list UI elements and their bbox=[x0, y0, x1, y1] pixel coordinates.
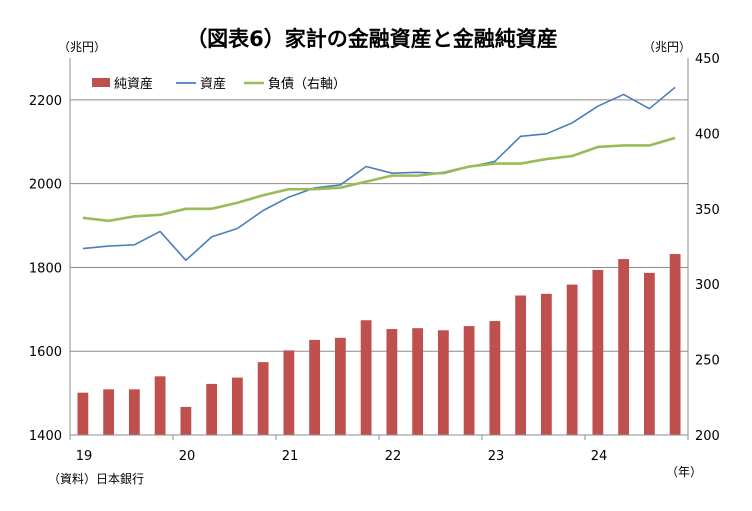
x-tick-label: 22 bbox=[385, 449, 402, 464]
line-assets bbox=[82, 86, 676, 262]
x-axis-unit: （年） bbox=[666, 465, 702, 479]
bar-net-assets bbox=[618, 259, 630, 435]
bar-net-assets bbox=[103, 389, 115, 435]
legend-swatch-net-assets bbox=[92, 78, 110, 87]
x-tick-label: 19 bbox=[76, 449, 93, 464]
line-liabilities bbox=[82, 136, 676, 223]
x-tick-label: 21 bbox=[282, 449, 299, 464]
x-tick-label: 23 bbox=[488, 449, 505, 464]
left-tick-label: 2200 bbox=[29, 94, 62, 109]
bar-net-assets bbox=[412, 328, 424, 435]
right-axis-unit: （兆円） bbox=[643, 40, 691, 54]
bar-net-assets bbox=[540, 293, 552, 435]
x-tick-label: 24 bbox=[591, 449, 608, 464]
left-axis-unit: （兆円） bbox=[58, 40, 106, 54]
bar-net-assets bbox=[206, 383, 218, 435]
bar-net-assets bbox=[463, 326, 475, 435]
x-tick-label: 20 bbox=[179, 449, 196, 464]
legend: 純資産 資産 負債（右軸） bbox=[92, 76, 346, 92]
bar-net-assets bbox=[386, 329, 398, 435]
right-tick-label: 350 bbox=[695, 203, 720, 218]
right-tick-label: 450 bbox=[695, 52, 720, 67]
bar-net-assets bbox=[360, 320, 372, 435]
bar-net-assets bbox=[180, 406, 192, 435]
left-tick-label: 1400 bbox=[29, 429, 62, 444]
chart-title: （図表6）家計の金融資産と金融純資産 bbox=[186, 27, 558, 51]
left-tick-label: 1800 bbox=[29, 261, 62, 276]
bar-net-assets bbox=[489, 321, 501, 435]
right-tick-label: 250 bbox=[695, 354, 720, 369]
bar-net-assets bbox=[566, 284, 578, 435]
right-tick-label: 200 bbox=[695, 429, 720, 444]
bar-net-assets bbox=[309, 339, 321, 435]
left-tick-label: 2000 bbox=[29, 178, 62, 193]
bar-net-assets bbox=[669, 254, 681, 435]
right-tick-label: 400 bbox=[695, 127, 720, 142]
bar-net-assets bbox=[592, 269, 604, 435]
source-note: （資料）日本銀行 bbox=[48, 472, 144, 486]
legend-label-assets: 資産 bbox=[200, 76, 226, 92]
bar-net-assets bbox=[515, 295, 527, 435]
right-tick-label: 300 bbox=[695, 278, 720, 293]
bar-net-assets bbox=[231, 377, 243, 435]
bar-net-assets bbox=[257, 362, 269, 435]
bar-net-assets bbox=[128, 389, 140, 435]
bar-net-assets bbox=[643, 272, 655, 435]
left-tick-label: 1600 bbox=[29, 345, 62, 360]
bar-net-assets bbox=[334, 337, 346, 435]
bar-net-assets bbox=[154, 376, 166, 435]
bar-net-assets bbox=[283, 350, 295, 435]
legend-label-liabilities: 負債（右軸） bbox=[268, 77, 346, 92]
legend-label-net-assets: 純資産 bbox=[114, 76, 153, 92]
bar-net-assets bbox=[77, 392, 89, 435]
bar-net-assets bbox=[437, 330, 449, 435]
